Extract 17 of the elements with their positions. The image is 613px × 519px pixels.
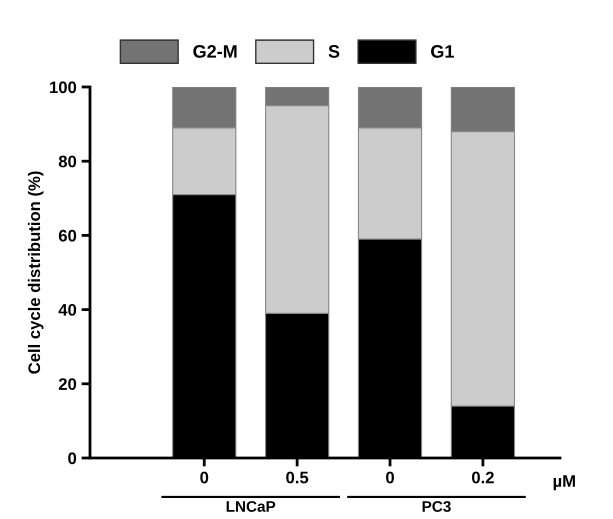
- x-tick-label: 0.2: [472, 472, 494, 484]
- x-tick-label: 0: [200, 472, 208, 484]
- y-tick-label: 80: [58, 156, 76, 168]
- legend-label: S: [328, 45, 340, 58]
- x-tick-label: 0: [386, 472, 394, 484]
- y-tick-label: 60: [58, 230, 76, 242]
- text: µM: [554, 475, 575, 490]
- text: LNCaP: [226, 501, 276, 512]
- text: PC3: [422, 501, 451, 512]
- legend-label: G2-M: [193, 45, 237, 58]
- y-tick-label: 20: [58, 378, 76, 390]
- y-tick-label: 0: [68, 452, 76, 464]
- y-tick-label: 40: [58, 304, 76, 316]
- legend-label: G1: [431, 45, 454, 58]
- x-tick-label: 0.5: [286, 472, 308, 484]
- y-tick-label: 100: [50, 81, 76, 94]
- y-axis-title: Cell cycle distribution (%): [28, 171, 44, 374]
